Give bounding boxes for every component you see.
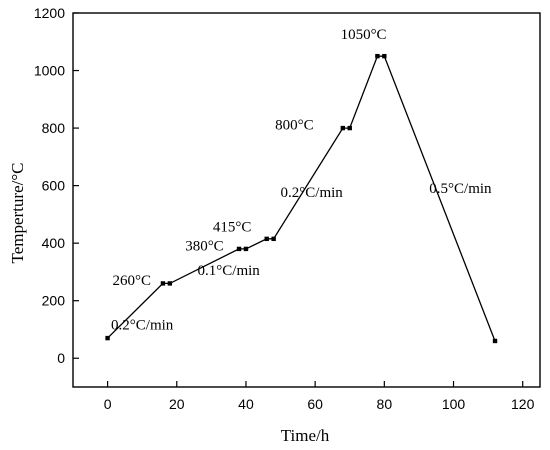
annotation-label: 380°C — [185, 238, 224, 254]
annotation-label: 415°C — [213, 220, 252, 236]
data-point — [167, 281, 173, 286]
x-tick-label: 60 — [307, 396, 323, 412]
data-point — [492, 338, 498, 344]
annotation-label: 260°C — [113, 273, 152, 289]
x-tick-label: 20 — [169, 396, 185, 412]
data-point — [382, 53, 387, 59]
axes — [72, 12, 541, 388]
data-point — [340, 125, 346, 131]
y-tick-label: 1000 — [34, 63, 65, 79]
plot-frame — [72, 12, 541, 388]
x-tick-label: 40 — [238, 396, 254, 412]
y-tick-label: 1200 — [34, 5, 65, 21]
x-tick-label: 80 — [377, 396, 393, 412]
data-point — [375, 53, 380, 59]
y-tick-label: 200 — [42, 293, 66, 309]
data-point — [347, 125, 352, 131]
data-point — [264, 236, 269, 242]
data-point — [105, 335, 110, 341]
annotation-label: 0.2°C/min — [111, 317, 174, 333]
series — [105, 53, 498, 344]
data-point — [271, 236, 276, 242]
y-tick-label: 600 — [42, 178, 66, 194]
annotation-label: 800°C — [275, 118, 314, 134]
annotation-label: 0.1°C/min — [198, 263, 261, 279]
x-tick-label: 120 — [511, 396, 535, 412]
x-axis-label: Time/h — [281, 426, 330, 445]
annotation-label: 1050°C — [341, 27, 387, 43]
x-tick-label: 100 — [442, 396, 466, 412]
annotation-label: 0.2°C/min — [281, 185, 344, 201]
y-tick-label: 0 — [57, 350, 65, 366]
y-tick-label: 800 — [42, 120, 66, 136]
data-point — [243, 246, 249, 252]
annotation-label: 0.5°C/min — [429, 181, 492, 197]
x-tick-label: 0 — [104, 396, 112, 412]
y-axis-label: Temperture/°C — [8, 163, 27, 264]
data-point — [236, 246, 242, 252]
data-point — [160, 281, 166, 286]
y-tick-label: 400 — [42, 235, 66, 251]
annotations: 260°C 0.2°C/min 380°C 0.1°C/min 415°C 800°C 0.… — [111, 27, 492, 334]
